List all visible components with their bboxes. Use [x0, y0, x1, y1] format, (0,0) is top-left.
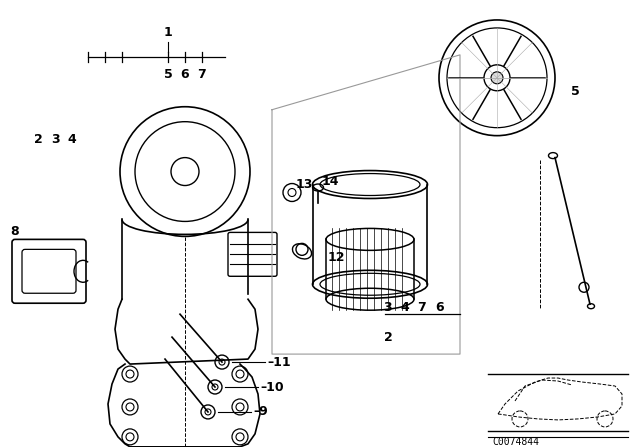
Text: 2: 2: [383, 331, 392, 344]
Text: 3: 3: [384, 301, 392, 314]
Text: 4: 4: [401, 301, 410, 314]
Text: C0074844: C0074844: [492, 437, 539, 447]
Text: 6: 6: [180, 68, 189, 81]
Text: –11: –11: [267, 356, 291, 369]
Text: 4: 4: [68, 133, 76, 146]
Text: 7: 7: [198, 68, 206, 81]
Text: 1: 1: [164, 26, 172, 39]
Text: 6: 6: [436, 301, 444, 314]
Text: –10: –10: [260, 380, 284, 393]
Text: 8: 8: [11, 225, 19, 238]
Text: 5: 5: [164, 68, 172, 81]
Text: –9: –9: [253, 405, 268, 418]
Text: 12: 12: [328, 251, 346, 264]
Text: 7: 7: [418, 301, 426, 314]
Text: 13: 13: [296, 178, 314, 191]
Text: 2: 2: [34, 133, 42, 146]
Text: 14: 14: [322, 175, 339, 188]
Text: 5: 5: [571, 85, 579, 98]
Text: 3: 3: [51, 133, 60, 146]
Circle shape: [491, 72, 503, 84]
Circle shape: [484, 65, 510, 91]
